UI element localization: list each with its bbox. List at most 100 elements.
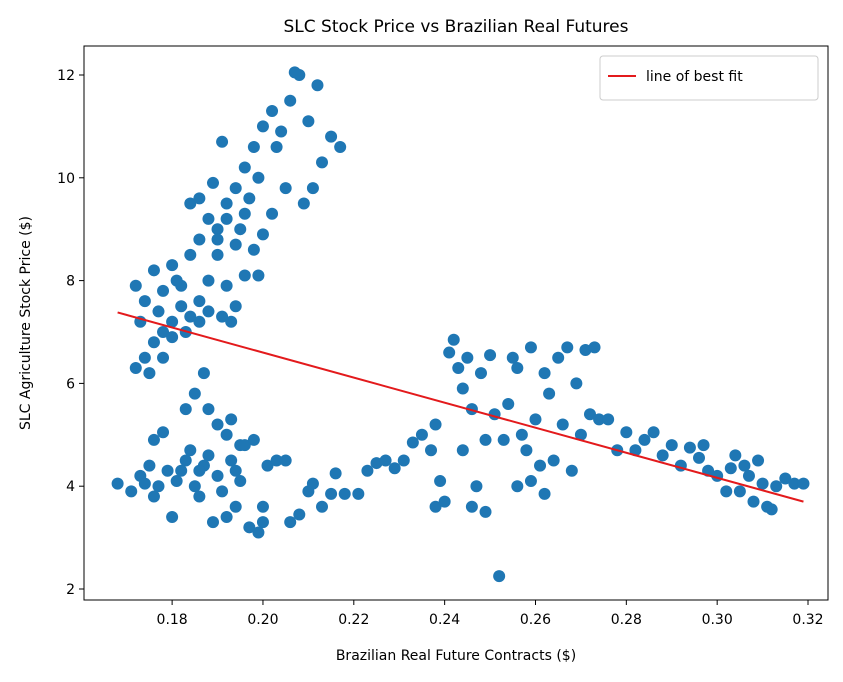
scatter-point	[184, 444, 197, 457]
scatter-point	[243, 192, 256, 205]
legend-label: line of best fit	[646, 69, 743, 85]
scatter-point	[502, 397, 515, 410]
scatter-point	[279, 454, 292, 467]
scatter-point	[229, 300, 242, 313]
scatter-point	[193, 315, 206, 328]
x-tick-label: 0.24	[429, 612, 460, 628]
scatter-point	[638, 433, 651, 446]
scatter-point	[138, 295, 151, 308]
scatter-point	[175, 464, 188, 477]
scatter-point	[175, 300, 188, 313]
scatter-point	[166, 259, 179, 272]
scatter-point	[206, 176, 219, 189]
scatter-point	[138, 477, 151, 490]
scatter-point	[143, 459, 156, 472]
scatter-point	[461, 351, 474, 364]
scatter-point	[443, 346, 456, 359]
scatter-point	[529, 413, 542, 426]
scatter-point	[379, 454, 392, 467]
plot-frame	[83, 45, 829, 601]
scatter-point	[465, 403, 478, 416]
scatter-point	[561, 341, 574, 354]
scatter-point	[474, 367, 487, 380]
scatter-point	[188, 480, 201, 493]
scatter-point	[788, 477, 801, 490]
scatter-point	[225, 315, 238, 328]
scatter-point	[152, 480, 165, 493]
scatter-point	[352, 487, 365, 500]
scatter-point	[438, 495, 451, 508]
scatter-point	[316, 500, 329, 513]
scatter-point	[329, 467, 342, 480]
scatter-point	[256, 500, 269, 513]
scatter-point	[252, 526, 265, 539]
scatter-point	[338, 487, 351, 500]
scatter-point	[733, 485, 746, 498]
y-tick-label: 10	[57, 171, 75, 187]
scatter-point	[506, 351, 519, 364]
scatter-point	[138, 351, 151, 364]
scatter-point	[543, 387, 556, 400]
scatter-point	[129, 361, 142, 374]
scatter-point	[479, 433, 492, 446]
scatter-point	[225, 454, 238, 467]
scatter-point	[238, 269, 251, 282]
scatter-point	[157, 426, 170, 439]
scatter-point	[683, 441, 696, 454]
chart-title: SLC Stock Price vs Brazilian Real Future…	[284, 17, 629, 37]
scatter-point	[275, 125, 288, 138]
scatter-point	[202, 305, 215, 318]
scatter-point	[738, 459, 751, 472]
scatter-point	[656, 449, 669, 462]
x-tick-label: 0.26	[520, 612, 551, 628]
x-tick-label: 0.20	[247, 612, 278, 628]
scatter-point	[202, 449, 215, 462]
scatter-point	[279, 182, 292, 195]
scatter-point	[770, 480, 783, 493]
scatter-point	[306, 182, 319, 195]
scatter-point	[211, 469, 224, 482]
scatter-point	[370, 457, 383, 470]
scatter-point	[247, 243, 260, 256]
scatter-point	[238, 161, 251, 174]
scatter-point	[161, 464, 174, 477]
scatter-point	[261, 459, 274, 472]
scatter-point	[147, 490, 160, 503]
scatter-point	[229, 238, 242, 251]
scatter-point	[166, 315, 179, 328]
scatter-point	[515, 428, 528, 441]
scatter-point	[229, 464, 242, 477]
scatter-point	[479, 505, 492, 518]
scatter-point	[302, 115, 315, 128]
x-axis-label: Brazilian Real Future Contracts ($)	[336, 648, 576, 664]
scatter-point	[765, 503, 778, 516]
scatter-point	[211, 418, 224, 431]
scatter-point	[193, 295, 206, 308]
scatter-point	[211, 223, 224, 236]
scatter-point	[556, 418, 569, 431]
scatter-point	[752, 454, 765, 467]
scatter-point	[184, 310, 197, 323]
scatter-point	[284, 516, 297, 529]
scatter-point	[252, 269, 265, 282]
scatter-point	[538, 367, 551, 380]
scatter-point	[547, 454, 560, 467]
scatter-point	[456, 444, 469, 457]
scatter-point	[243, 521, 256, 534]
scatter-point	[229, 182, 242, 195]
scatter-point	[306, 477, 319, 490]
scatter-point	[193, 464, 206, 477]
x-tick-label: 0.22	[338, 612, 369, 628]
fit-line	[117, 311, 804, 503]
scatter-point	[574, 428, 587, 441]
scatter-point	[629, 444, 642, 457]
x-tick-label: 0.28	[611, 612, 642, 628]
scatter-point	[465, 500, 478, 513]
scatter-point	[193, 233, 206, 246]
scatter-point	[756, 477, 769, 490]
scatter-point	[579, 343, 592, 356]
scatter-point	[724, 462, 737, 475]
scatter-point	[125, 485, 138, 498]
scatter-point	[620, 426, 633, 439]
